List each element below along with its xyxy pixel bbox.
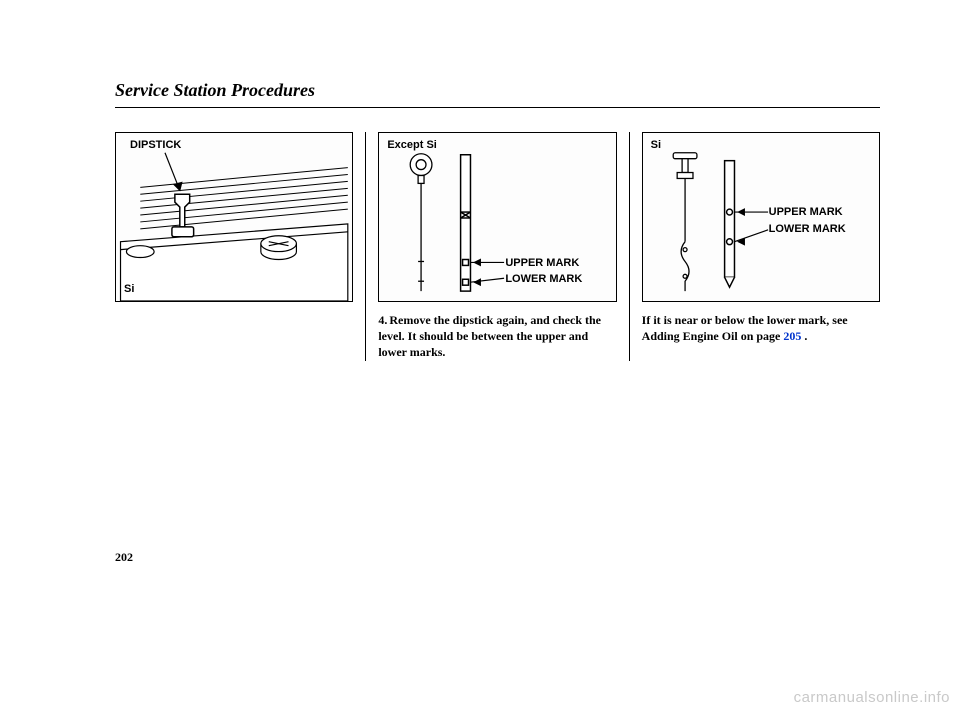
figure-dipstick-si: Si [642, 132, 880, 302]
engine-dipstick-svg [116, 133, 352, 301]
watermark: carmanualsonline.info [794, 689, 950, 706]
page-link-205[interactable]: 205 [783, 329, 801, 343]
title-row: Service Station Procedures [115, 80, 880, 108]
page-number: 202 [115, 550, 133, 565]
figure-dipstick-engine: DIPSTICK Si [115, 132, 353, 302]
column-1: DIPSTICK Si [115, 132, 365, 361]
manual-page: Service Station Procedures DIPSTICK Si [0, 0, 960, 714]
ref-text-b: . [801, 329, 807, 343]
dipstick-si-svg [643, 133, 879, 301]
ref-text-a: If it is near or below the lower mark, s… [642, 313, 848, 343]
label-lower-mark-2: LOWER MARK [769, 223, 846, 235]
column-3: Si [629, 132, 880, 361]
label-si: Si [124, 283, 134, 295]
reference-text: If it is near or below the lower mark, s… [642, 312, 880, 344]
label-upper-mark: UPPER MARK [505, 257, 579, 269]
column-2: Except Si [365, 132, 628, 361]
label-upper-mark-2: UPPER MARK [769, 206, 843, 218]
step-4-text: 4. Remove the dipstick again, and check … [378, 312, 616, 361]
figure-dipstick-except-si: Except Si [378, 132, 616, 302]
label-si-2: Si [651, 139, 661, 151]
step-number: 4. [378, 312, 387, 328]
step-body: Remove the dipstick again, and check the… [378, 313, 601, 359]
content-columns: DIPSTICK Si [115, 132, 880, 361]
label-lower-mark: LOWER MARK [505, 273, 582, 285]
label-except-si: Except Si [387, 139, 437, 151]
label-dipstick: DIPSTICK [130, 139, 181, 151]
page-title: Service Station Procedures [115, 80, 880, 101]
